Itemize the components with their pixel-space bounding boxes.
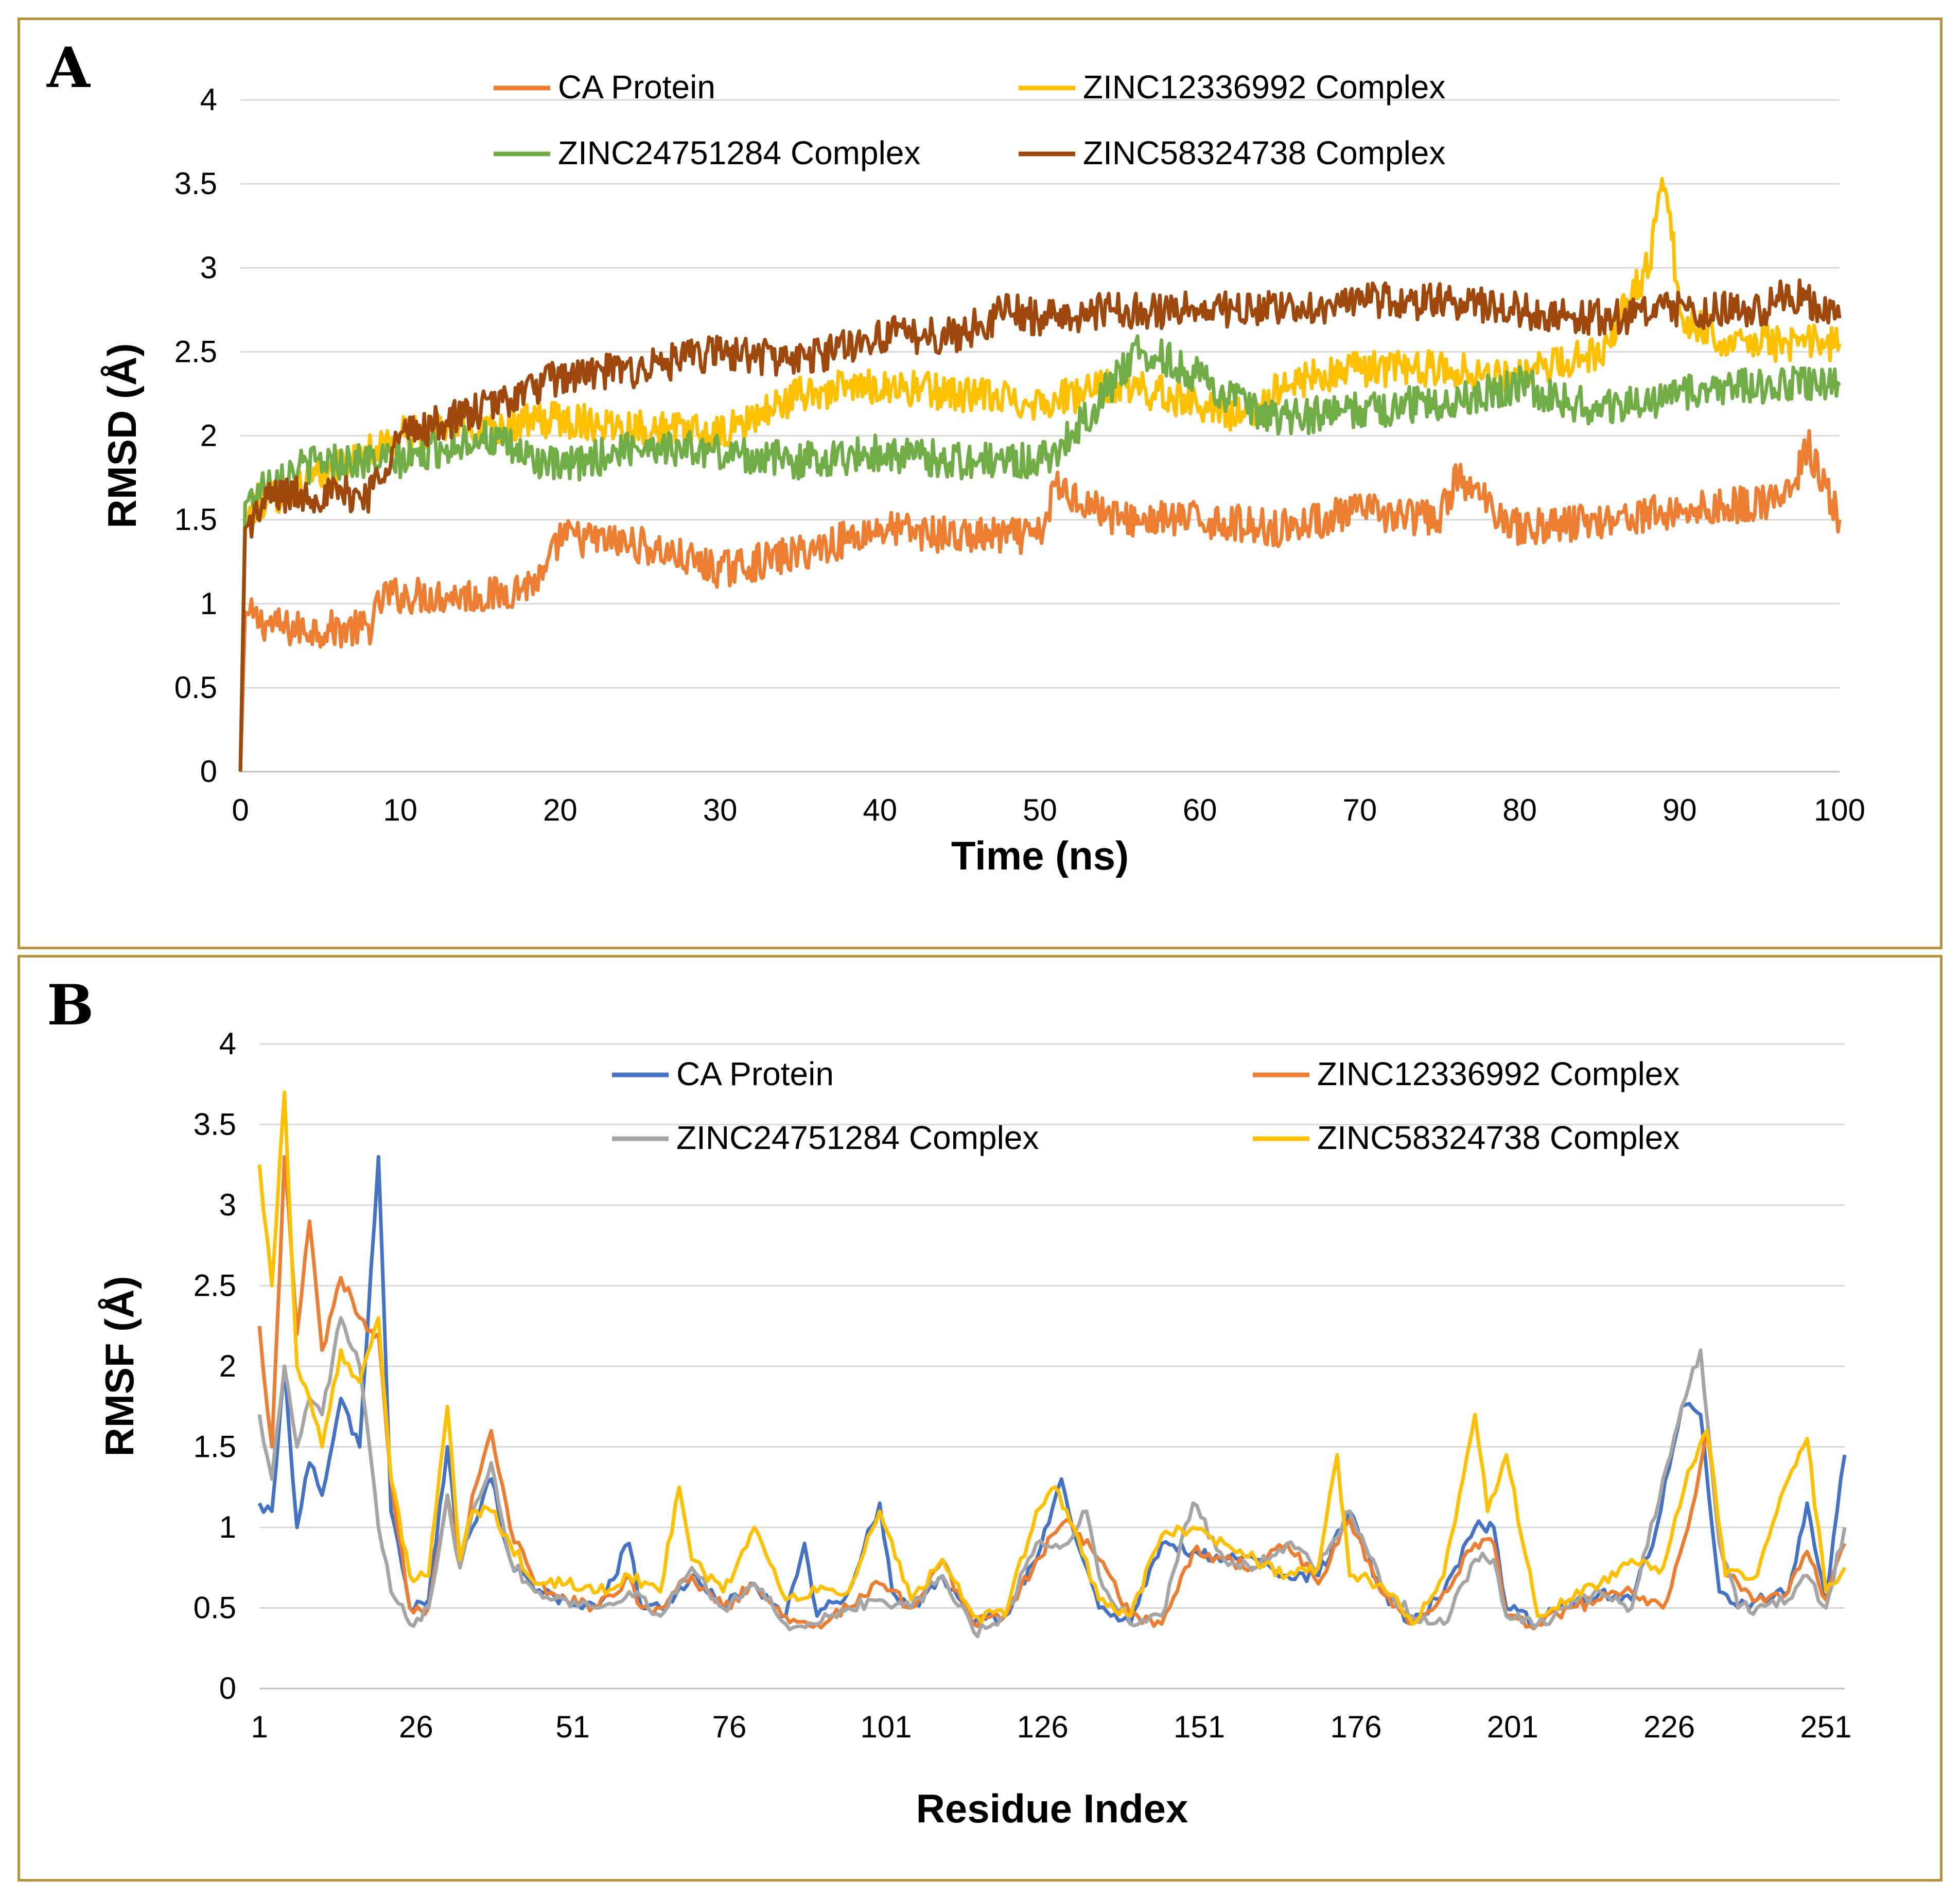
- x-tick-label: 70: [1343, 793, 1377, 827]
- x-tick-label: 51: [555, 1710, 590, 1744]
- legend-label: CA Protein: [558, 68, 715, 106]
- x-tick-label: 1: [251, 1710, 268, 1744]
- y-tick-label: 2: [200, 419, 217, 453]
- y-tick-label: 1: [200, 586, 217, 621]
- series-line-zinc58324738-complex: [257, 1090, 1847, 1626]
- x-tick-label: 40: [863, 793, 897, 827]
- legend-label: CA Protein: [676, 1055, 834, 1092]
- y-tick-label: 2: [219, 1349, 236, 1383]
- y-tick-label: 1: [219, 1510, 236, 1544]
- rmsf-chart: 00.511.522.533.541 26 51 76 101 126 151 176 201 2…: [97, 1026, 1852, 1831]
- x-tick-label: 126: [1017, 1710, 1069, 1744]
- x-tick-label: 26: [399, 1710, 433, 1744]
- legend-label: ZINC24751284 Complex: [676, 1119, 1039, 1156]
- x-tick-label: 76: [712, 1710, 747, 1744]
- y-tick-label: 2.5: [194, 1268, 236, 1303]
- y-tick-label: 3.5: [174, 166, 217, 201]
- x-tick-label: 90: [1662, 793, 1697, 827]
- y-tick-label: 3: [219, 1188, 236, 1222]
- series-line-zinc58324738-complex: [238, 278, 1842, 772]
- y-tick-label: 1.5: [174, 502, 217, 537]
- legend-label: ZINC12336992 Complex: [1317, 1055, 1679, 1092]
- x-tick-label: 151: [1174, 1710, 1225, 1744]
- series-line-zinc24751284-complex: [238, 334, 1841, 772]
- x-tick-label: 20: [543, 793, 577, 827]
- y-tick-label: 1.5: [194, 1430, 236, 1464]
- legend-label: ZINC24751284 Complex: [558, 134, 920, 171]
- series-line-zinc24751284-complex: [257, 1316, 1847, 1639]
- x-tick-label: 101: [860, 1710, 912, 1744]
- x-tick-label: 80: [1502, 793, 1537, 827]
- panel-a: A 0 0.5 1 1.5 2 2.5 3 3.5 4 0 10 20 30 40 50 60 70 80 90 10…: [18, 18, 1942, 949]
- y-tick-label: 3.5: [194, 1107, 236, 1142]
- x-tick-label: 100: [1814, 793, 1865, 827]
- x-tick-label: 60: [1183, 793, 1217, 827]
- panel-letter-b: B: [47, 973, 94, 1038]
- y-tick-label: 0.5: [174, 670, 217, 705]
- y-axis-title: RMSD (Å): [99, 343, 145, 529]
- legend-label: ZINC58324738 Complex: [1083, 134, 1445, 171]
- series-line-ca-protein: [257, 1155, 1847, 1629]
- y-tick-label: 0: [200, 754, 217, 789]
- y-tick-label: 0.5: [194, 1591, 236, 1625]
- y-tick-label: 0: [219, 1671, 236, 1705]
- x-tick-label: 201: [1487, 1710, 1538, 1744]
- series-line-ca-protein: [238, 429, 1842, 772]
- rmsd-chart: 00.511.522.533.540 10 20 30 40 50 60 70 80 90 100T…: [99, 68, 1865, 878]
- panel-b: B 0 0.5 1 1.5 2 2.5 3 3.5 4 1 26 51 76 101 126 151 176 20…: [18, 955, 1942, 1882]
- y-tick-label: 3: [200, 250, 217, 285]
- x-tick-label: 30: [703, 793, 738, 827]
- x-tick-label: 176: [1330, 1710, 1381, 1744]
- x-tick-label: 251: [1800, 1710, 1851, 1744]
- x-tick-label: 10: [383, 793, 417, 827]
- x-axis-title: Time (ns): [951, 833, 1129, 878]
- y-tick-label: 2.5: [174, 334, 217, 369]
- panel-letter-a: A: [47, 36, 90, 100]
- y-tick-label: 4: [219, 1026, 236, 1061]
- legend-label: ZINC58324738 Complex: [1317, 1119, 1679, 1156]
- x-tick-label: 50: [1023, 793, 1057, 827]
- y-tick-label: 4: [200, 82, 217, 117]
- x-tick-label: 226: [1643, 1710, 1695, 1744]
- x-axis-title: Residue Index: [916, 1786, 1188, 1831]
- y-axis-title: RMSF (Å): [97, 1276, 142, 1457]
- x-tick-label: 0: [232, 793, 249, 827]
- series-line-zinc12336992-complex: [257, 1155, 1847, 1631]
- legend-label: ZINC12336992 Complex: [1083, 68, 1445, 106]
